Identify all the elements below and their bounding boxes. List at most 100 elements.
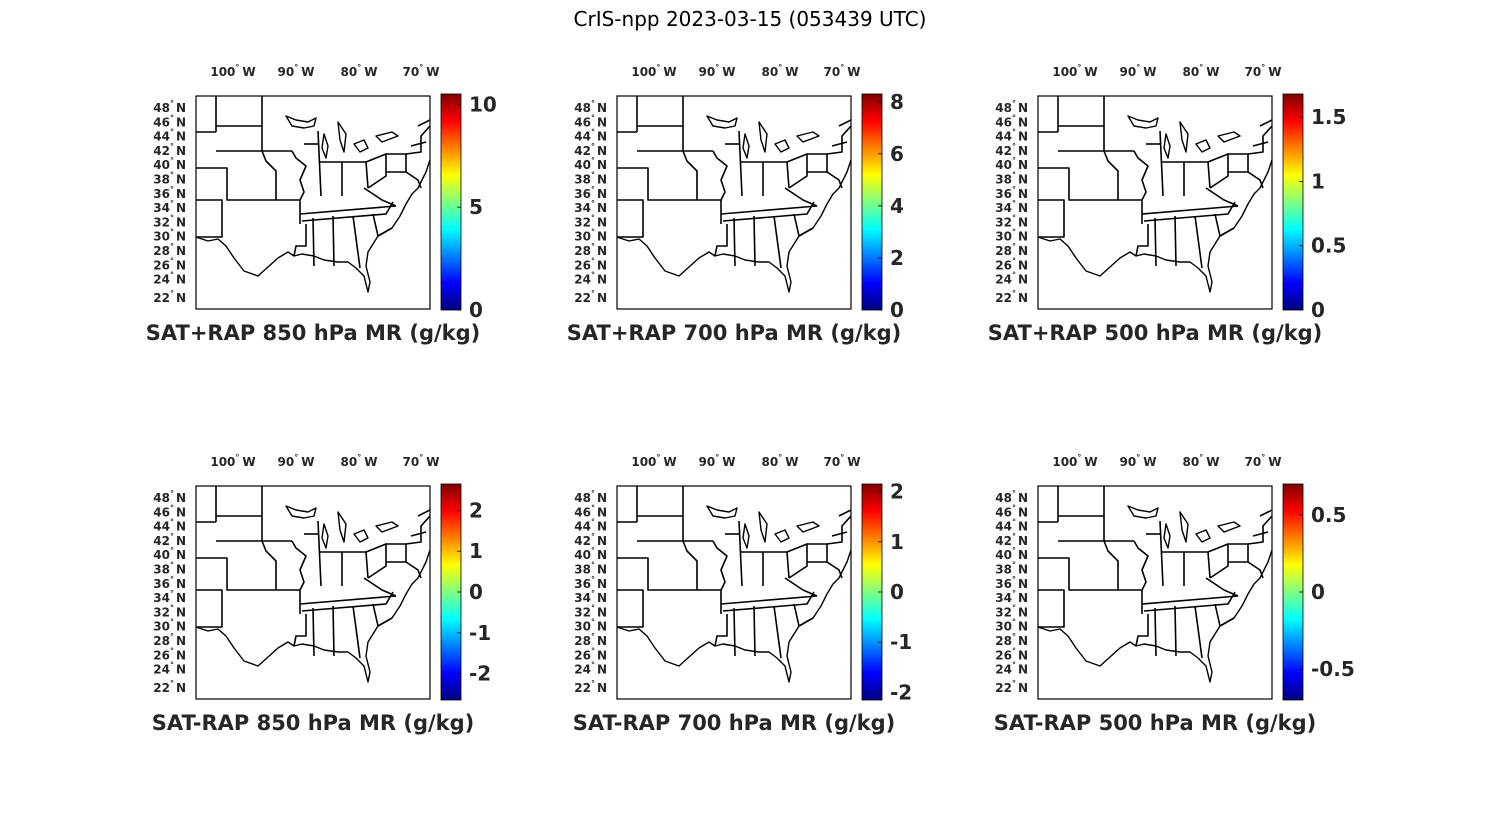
lon-tick-label: 90° W — [1120, 453, 1157, 469]
state-boundary — [299, 205, 397, 215]
great-lakes-outline — [706, 505, 820, 549]
state-boundary — [773, 215, 782, 269]
lon-tick-label: 90° W — [699, 453, 736, 469]
colorbar-tick-label: 1 — [1311, 169, 1325, 193]
lat-tick-label: 26° N — [995, 256, 1028, 272]
state-boundary — [1205, 577, 1239, 597]
state-boundary — [312, 217, 315, 267]
state-boundary — [1038, 589, 1065, 628]
state-boundary — [363, 187, 397, 207]
lat-tick-label: 36° N — [995, 575, 1028, 591]
colorbar-tick-label: -1 — [890, 630, 912, 654]
map-panel: 100° W 90° W 80° W 70° W 48° N 46° N 44° N 42° N 40° N 38°… — [121, 446, 601, 746]
state-boundary — [838, 119, 851, 127]
lat-tick-label: 38° N — [574, 561, 607, 577]
state-boundary — [293, 224, 307, 257]
panel-title: SAT+RAP 500 hPa MR (g/kg) — [988, 321, 1322, 345]
state-boundary — [720, 205, 818, 215]
colorbar-tick-label: 1 — [469, 539, 483, 563]
lon-tick-label: 80° W — [762, 63, 799, 79]
state-boundary — [301, 201, 394, 222]
colorbar-tick-label: 2 — [890, 246, 904, 270]
lat-tick-label: 48° N — [153, 489, 186, 505]
state-boundary — [1194, 215, 1203, 269]
state-boundary — [714, 614, 728, 647]
colorbar-tick-label: 0 — [1311, 298, 1325, 322]
lon-tick-label: 70° W — [1245, 453, 1282, 469]
lat-tick-label: 26° N — [153, 256, 186, 272]
state-boundary — [712, 150, 728, 201]
great-lakes-outline — [285, 115, 399, 159]
lat-tick-label: 34° N — [574, 199, 607, 215]
map-frame — [616, 95, 852, 310]
lon-tick-label: 70° W — [403, 63, 440, 79]
lat-tick-label: 36° N — [995, 185, 1028, 201]
lat-tick-label: 40° N — [574, 546, 607, 562]
state-boundary — [261, 540, 277, 590]
state-boundary — [291, 540, 307, 591]
colorbar-tick-label: 0.5 — [1311, 503, 1346, 527]
map-figure: 100° W 90° W 80° W 70° W 48° N46° N44° N42° N40° N38°… — [988, 63, 1347, 345]
colorbar-tick-label: 5 — [469, 195, 483, 219]
map-frame — [195, 95, 431, 310]
colorbar-tick-label: 2 — [890, 480, 904, 504]
lat-tick-label: 22° N — [574, 289, 607, 305]
state-boundary — [722, 201, 815, 222]
lon-tick-label: 80° W — [762, 453, 799, 469]
lat-tick-label: 28° N — [574, 632, 607, 648]
state-boundary — [1228, 153, 1249, 173]
state-boundary — [299, 595, 397, 605]
lat-tick-label: 48° N — [995, 99, 1028, 115]
state-boundary — [1141, 205, 1239, 215]
lat-tick-label: 28° N — [995, 632, 1028, 648]
panel-title: SAT-RAP 850 hPa MR (g/kg) — [152, 711, 475, 735]
lat-tick-label: 22° N — [153, 679, 186, 695]
state-boundary — [831, 531, 848, 537]
lon-tick-label: 80° W — [341, 63, 378, 79]
lat-tick-label: 36° N — [153, 575, 186, 591]
map-frame — [1037, 95, 1273, 310]
state-boundary — [332, 215, 335, 267]
state-boundary — [1174, 605, 1177, 657]
colorbar-tick-label: 2 — [469, 498, 483, 522]
lat-tick-label: 38° N — [574, 171, 607, 187]
lat-tick-label: 40° N — [153, 156, 186, 172]
lon-tick-label: 90° W — [278, 453, 315, 469]
colorbar-tick-label: 10 — [469, 92, 497, 116]
state-boundary — [637, 167, 697, 201]
state-boundary — [784, 577, 818, 597]
state-boundary — [1159, 130, 1164, 197]
colorbar — [1282, 93, 1304, 311]
state-boundary — [365, 153, 387, 189]
great-lakes-outline — [1127, 115, 1241, 159]
colorbar-tick-label: 0 — [469, 580, 483, 604]
state-boundary — [1103, 150, 1119, 200]
lat-tick-label: 46° N — [574, 113, 607, 129]
lat-tick-label: 40° N — [995, 546, 1028, 562]
state-boundary — [784, 187, 818, 207]
lon-tick-label: 80° W — [341, 453, 378, 469]
colorbar — [861, 93, 883, 311]
lat-tick-label: 32° N — [574, 213, 607, 229]
state-boundary — [712, 540, 728, 591]
state-boundary — [216, 167, 276, 201]
colorbar-tick-label: -1 — [469, 621, 491, 645]
state-boundary — [786, 153, 808, 189]
lon-tick-label: 70° W — [1245, 63, 1282, 79]
colorbar-tick-label: 4 — [890, 194, 904, 218]
state-boundary — [1143, 201, 1236, 222]
state-boundary — [1174, 215, 1177, 267]
state-boundary — [720, 595, 818, 605]
lon-tick-label: 90° W — [278, 63, 315, 79]
map-panel: 100° W 90° W 80° W 70° W 48° N 46° N 44° N 42° N 40° N 38°… — [963, 56, 1443, 356]
state-boundary — [807, 543, 828, 563]
lon-tick-label: 80° W — [1183, 453, 1220, 469]
state-boundary — [1133, 150, 1149, 201]
lat-tick-label: 30° N — [574, 228, 607, 244]
lon-tick-label: 90° W — [699, 63, 736, 79]
state-boundary — [733, 217, 736, 267]
state-boundary — [293, 614, 307, 647]
state-boundary — [1133, 540, 1149, 591]
state-boundary — [1143, 591, 1236, 612]
map-figure: 100° W 90° W 80° W 70° W 48° N46° N44° N42° N40° N38°… — [567, 63, 904, 345]
